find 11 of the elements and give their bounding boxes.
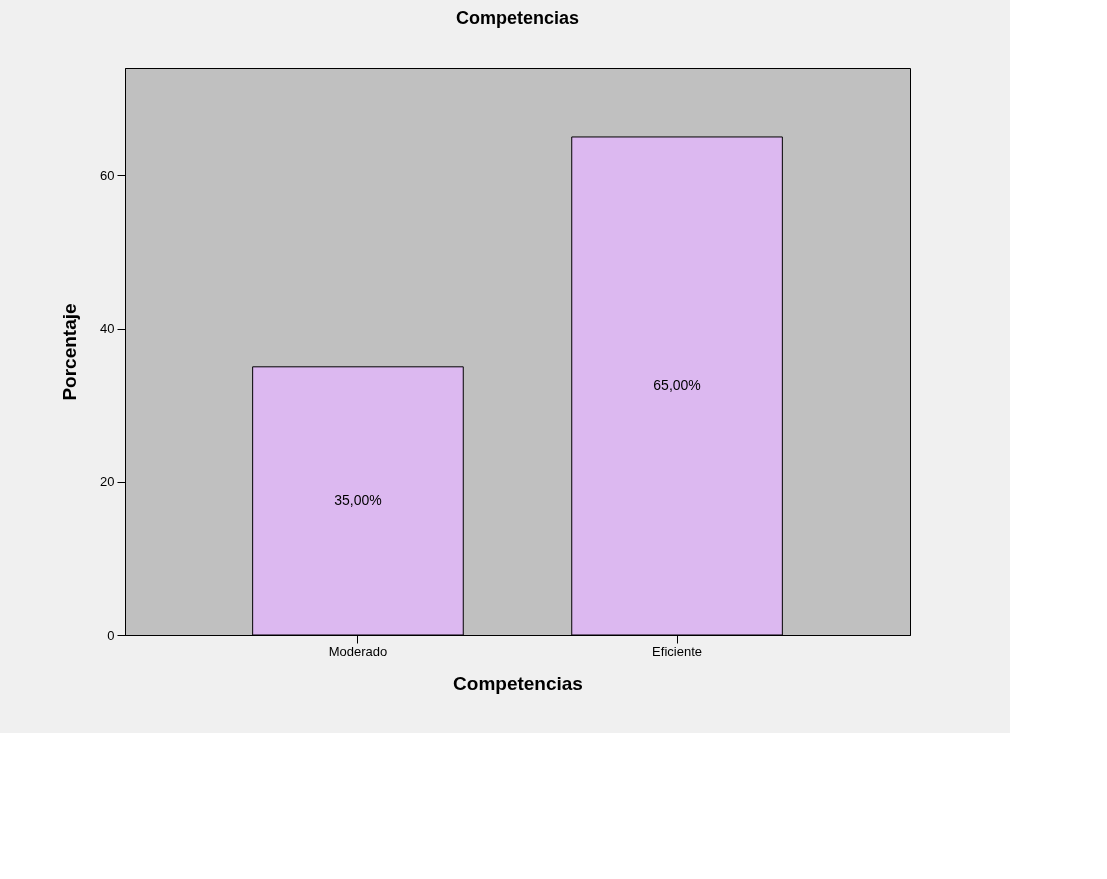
y-tick-label: 0 — [107, 627, 115, 643]
chart-title: Competencias — [455, 8, 580, 28]
x-tick-label: Eficiente — [652, 643, 702, 659]
x-axis-title: Competencias — [453, 672, 583, 694]
x-tick-label: Moderado — [328, 643, 388, 659]
data-label: 65,00% — [653, 376, 701, 393]
y-axis-title: Porcentaje — [59, 303, 81, 401]
y-tick-label: 40 — [100, 321, 115, 337]
y-tick-label: 20 — [100, 474, 115, 490]
data-label: 35,00% — [334, 491, 382, 508]
y-tick-label: 60 — [100, 167, 115, 183]
